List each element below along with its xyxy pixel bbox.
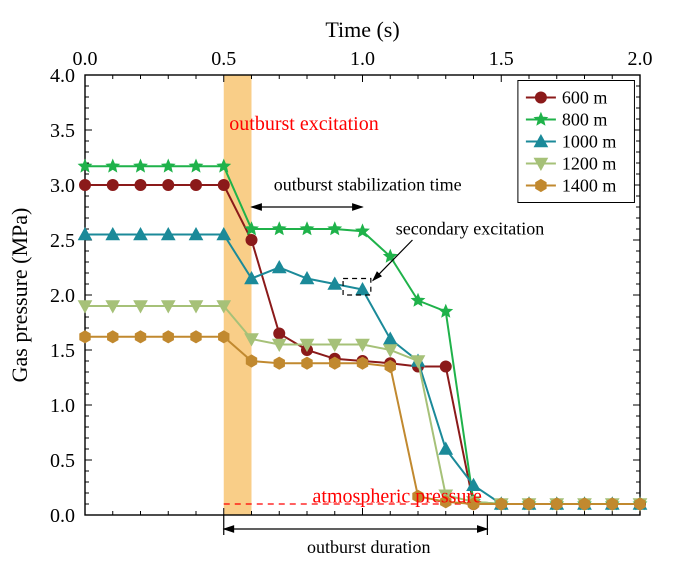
annot-atm: atmospheric pressure	[313, 486, 483, 508]
svg-text:0.0: 0.0	[73, 48, 98, 70]
svg-text:2.0: 2.0	[50, 285, 75, 307]
svg-text:2.5: 2.5	[50, 230, 75, 252]
svg-text:0.0: 0.0	[50, 505, 75, 527]
svg-text:3.5: 3.5	[50, 120, 75, 142]
annot-outburst-excitation: outburst excitation	[229, 113, 378, 135]
svg-text:1.5: 1.5	[50, 340, 75, 362]
legend-item: 1200 m	[562, 154, 617, 174]
svg-text:3.0: 3.0	[50, 175, 75, 197]
y-axis-label: Gas pressure (MPa)	[7, 208, 32, 383]
svg-text:4.0: 4.0	[50, 65, 75, 87]
legend-item: 1000 m	[562, 132, 617, 152]
svg-text:0.5: 0.5	[50, 450, 75, 472]
x-axis-label: Time (s)	[325, 17, 399, 42]
svg-text:1.5: 1.5	[489, 48, 514, 70]
svg-text:1.0: 1.0	[350, 48, 375, 70]
legend-item: 600 m	[562, 88, 608, 108]
legend-item: 800 m	[562, 110, 608, 130]
legend-item: 1400 m	[562, 176, 617, 196]
svg-text:0.5: 0.5	[211, 48, 236, 70]
annot-duration: outburst duration	[307, 537, 431, 557]
svg-text:1.0: 1.0	[50, 395, 75, 417]
gas-pressure-chart: 0.0 0.5 1.0 1.5 2.0 0.0 0.5 1.0 1.5 2.0 2.5 3.0 3.5 4…	[0, 0, 685, 583]
annot-stabilization: outburst stabilization time	[274, 175, 462, 195]
annot-secondary: secondary excitation	[396, 219, 544, 239]
svg-text:2.0: 2.0	[628, 48, 653, 70]
